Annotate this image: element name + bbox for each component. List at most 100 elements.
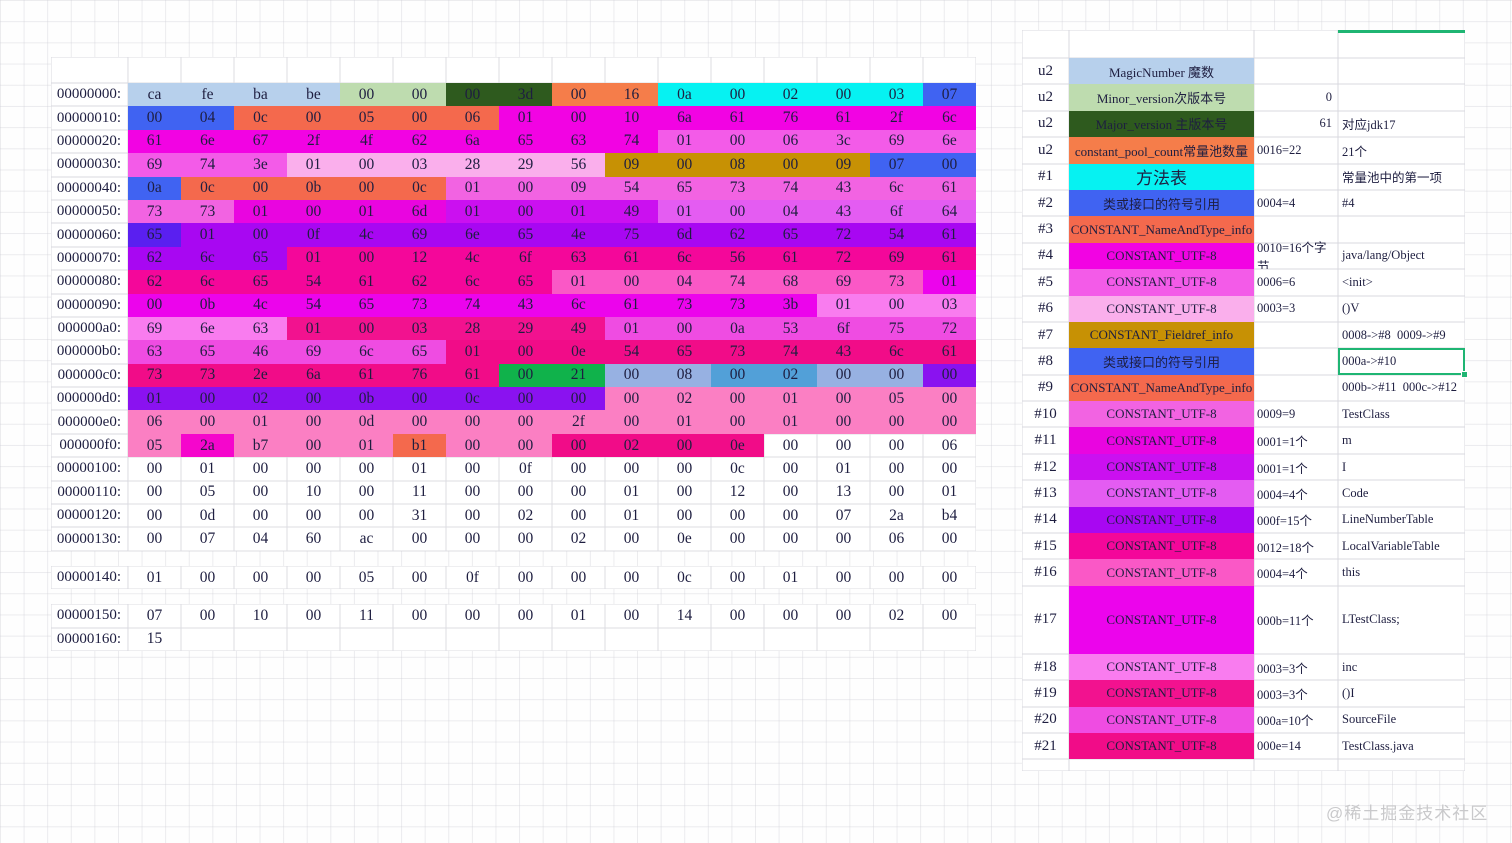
pool-name-cell[interactable]: CONSTANT_UTF-8 (1069, 401, 1254, 428)
hex-byte-cell[interactable]: 0f (499, 457, 552, 481)
hex-byte-cell[interactable]: 00 (340, 504, 393, 528)
hex-byte-cell[interactable]: b7 (234, 433, 287, 458)
hex-byte-cell[interactable]: ca (128, 83, 181, 107)
hex-byte-cell[interactable]: 00 (711, 504, 764, 528)
hex-byte-cell[interactable]: 00 (446, 433, 499, 458)
hex-byte-cell[interactable]: 00 (128, 293, 181, 317)
hex-byte-cell[interactable]: 00 (234, 223, 287, 247)
pool-name-cell[interactable]: CONSTANT_UTF-8 (1069, 453, 1254, 481)
hex-byte-cell[interactable]: 54 (287, 270, 340, 294)
hex-byte-cell[interactable]: 0a (128, 176, 181, 200)
pool-value-cell[interactable]: 0004=4个 (1254, 480, 1338, 507)
hex-byte-cell[interactable]: 00 (552, 565, 605, 590)
hex-byte-cell[interactable]: 01 (817, 457, 870, 481)
pool-note-cell[interactable] (1338, 58, 1465, 85)
hex-byte-cell[interactable]: 00 (552, 480, 605, 505)
hex-byte-cell[interactable]: 00 (446, 410, 499, 434)
hex-byte-cell[interactable] (446, 627, 499, 651)
hex-byte-cell[interactable]: 00 (711, 410, 764, 434)
pool-name-cell[interactable]: MagicNumber 魔数 (1069, 58, 1254, 85)
blank-cell[interactable] (393, 57, 446, 83)
hex-byte-cell[interactable]: 12 (711, 480, 764, 505)
pool-name-cell[interactable]: 类或接口的符号引用 (1069, 348, 1254, 375)
hex-byte-cell[interactable]: 00 (605, 457, 658, 481)
blank-cell[interactable] (1069, 759, 1254, 772)
pool-name-cell[interactable]: Minor_version次版本号 (1069, 84, 1254, 111)
hex-address-cell[interactable]: 00000050: (51, 199, 128, 224)
hex-byte-cell[interactable]: 00 (817, 604, 870, 628)
hex-byte-cell[interactable]: 06 (446, 106, 499, 130)
hex-byte-cell[interactable]: 10 (287, 480, 340, 505)
hex-byte-cell[interactable]: 65 (499, 129, 552, 154)
hex-byte-cell[interactable]: 00 (870, 293, 923, 317)
hex-byte-cell[interactable]: 00 (393, 527, 446, 551)
hex-byte-cell[interactable]: 2a (181, 433, 234, 458)
hex-byte-cell[interactable]: 46 (234, 340, 287, 364)
hex-byte-cell[interactable]: 69 (870, 246, 923, 271)
hex-byte-cell[interactable]: 00 (817, 83, 870, 107)
hex-address-cell[interactable]: 00000070: (51, 246, 128, 271)
hex-byte-cell[interactable]: 03 (923, 293, 976, 317)
hex-address-cell[interactable]: 00000150: (51, 604, 128, 628)
hex-byte-cell[interactable]: 4c (446, 246, 499, 271)
hex-byte-cell[interactable]: 02 (552, 527, 605, 551)
hex-byte-cell[interactable]: 65 (234, 270, 287, 294)
hex-byte-cell[interactable]: 6c (340, 340, 393, 364)
hex-byte-cell[interactable]: 00 (711, 604, 764, 628)
hex-byte-cell[interactable]: 6c (446, 270, 499, 294)
hex-byte-cell[interactable]: 01 (923, 480, 976, 505)
hex-address-cell[interactable]: 00000000: (51, 83, 128, 107)
hex-byte-cell[interactable]: 00 (446, 604, 499, 628)
pool-note-cell[interactable]: #4 (1338, 189, 1465, 217)
hex-byte-cell[interactable]: 61 (923, 340, 976, 364)
hex-byte-cell[interactable]: 00 (446, 504, 499, 528)
hex-byte-cell[interactable]: 11 (340, 604, 393, 628)
hex-byte-cell[interactable] (393, 627, 446, 651)
blank-cell[interactable] (711, 57, 764, 83)
hex-byte-cell[interactable]: 6a (658, 106, 711, 130)
hex-byte-cell[interactable]: 0e (711, 433, 764, 458)
pool-index-cell[interactable]: u2 (1022, 137, 1069, 164)
blank-cell[interactable] (658, 57, 711, 83)
pool-name-cell[interactable]: constant_pool_count常量池数量 (1069, 137, 1254, 164)
hex-byte-cell[interactable]: 74 (605, 129, 658, 154)
hex-byte-cell[interactable]: 75 (870, 316, 923, 341)
pool-name-cell[interactable]: CONSTANT_UTF-8 (1069, 480, 1254, 507)
pool-note-cell[interactable]: SourceFile (1338, 706, 1465, 733)
hex-byte-cell[interactable]: 2f (870, 106, 923, 130)
pool-note-cell[interactable]: <init> (1338, 269, 1465, 296)
pool-note-cell[interactable]: LineNumberTable (1338, 506, 1465, 534)
hex-address-cell[interactable]: 000000b0: (51, 340, 128, 364)
hex-byte-cell[interactable]: 00 (923, 153, 976, 177)
hex-byte-cell[interactable]: 61 (923, 223, 976, 247)
hex-byte-cell[interactable]: 01 (817, 293, 870, 317)
hex-byte-cell[interactable]: 05 (340, 565, 393, 590)
hex-byte-cell[interactable]: be (287, 83, 340, 107)
hex-byte-cell[interactable] (923, 627, 976, 651)
hex-byte-cell[interactable]: 00 (499, 433, 552, 458)
hex-byte-cell[interactable]: 73 (870, 270, 923, 294)
hex-address-cell[interactable]: 00000030: (51, 153, 128, 177)
hex-byte-cell[interactable]: 01 (446, 199, 499, 224)
hex-byte-cell[interactable]: 02 (764, 363, 817, 388)
hex-byte-cell[interactable]: 65 (181, 340, 234, 364)
hex-byte-cell[interactable]: 00 (817, 527, 870, 551)
pool-value-cell[interactable]: 0003=3个 (1254, 680, 1338, 707)
hex-byte-cell[interactable]: 61 (605, 293, 658, 317)
hex-byte-cell[interactable]: 02 (605, 433, 658, 458)
hex-byte-cell[interactable]: 65 (128, 223, 181, 247)
hex-byte-cell[interactable]: 54 (605, 340, 658, 364)
hex-byte-cell[interactable] (340, 627, 393, 651)
hex-byte-cell[interactable]: 43 (817, 199, 870, 224)
blank-cell[interactable] (1254, 30, 1338, 58)
hex-byte-cell[interactable] (711, 627, 764, 651)
blank-cell[interactable] (51, 57, 128, 83)
hex-byte-cell[interactable]: 00 (817, 433, 870, 458)
hex-byte-cell[interactable]: fe (181, 83, 234, 107)
pool-index-cell[interactable]: #14 (1022, 506, 1069, 534)
hex-byte-cell[interactable]: 56 (552, 153, 605, 177)
pool-value-cell[interactable] (1254, 58, 1338, 85)
pool-index-cell[interactable]: #1 (1022, 163, 1069, 190)
hex-byte-cell[interactable]: 0c (393, 176, 446, 200)
hex-byte-cell[interactable]: 02 (764, 83, 817, 107)
